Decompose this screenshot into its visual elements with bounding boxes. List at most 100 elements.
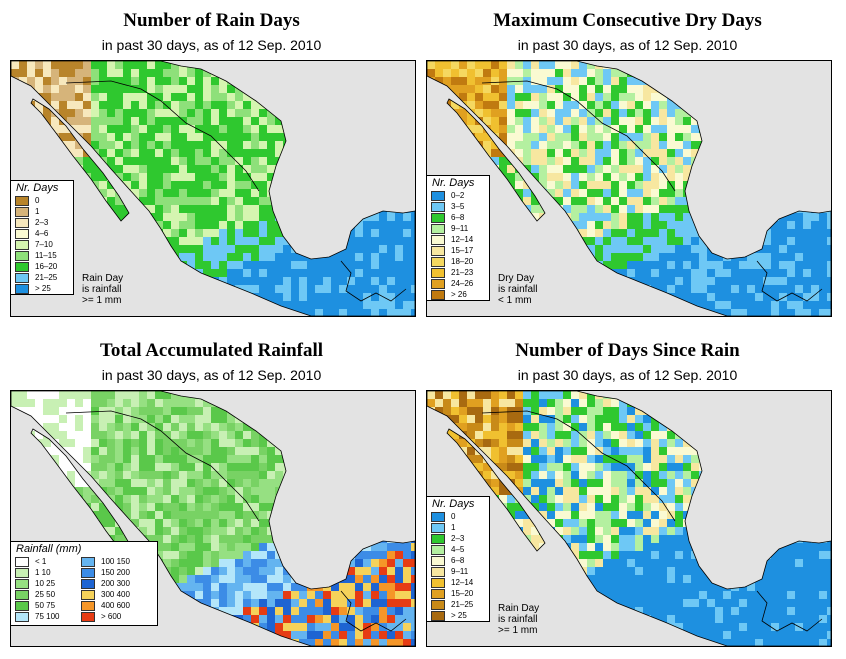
legend-swatch (15, 218, 29, 228)
legend-item: 12–14 (427, 234, 489, 245)
legend-swatch (15, 262, 29, 272)
legend-label: 2–3 (451, 534, 464, 544)
legend-label: 0 (451, 512, 455, 522)
panel-rain-days: Number of Rain Days in past 30 days, as … (0, 0, 423, 329)
legend-item: 4–6 (11, 228, 73, 239)
legend-label: 1 10 (35, 568, 81, 578)
legend-swatch (15, 612, 29, 622)
panel-total-rainfall: Total Accumulated Rainfall in past 30 da… (0, 330, 423, 659)
legend-swatch (81, 568, 95, 578)
legend-item: > 25 (427, 610, 489, 621)
legend-swatch (431, 279, 445, 289)
legend-title: Nr. Days (11, 181, 73, 195)
legend-item: 21–25 (11, 272, 73, 283)
legend-swatch (431, 235, 445, 245)
legend-label: 4–6 (35, 229, 48, 239)
legend-swatch (431, 589, 445, 599)
legend-label: 11–15 (35, 251, 57, 261)
legend-swatch (431, 290, 445, 300)
legend-item: 6–8 (427, 212, 489, 223)
legend-swatch (431, 512, 445, 522)
legend-label: 2–3 (35, 218, 48, 228)
legend-swatch (81, 590, 95, 600)
legend-item: 9–11 (427, 566, 489, 577)
legend-swatch (15, 207, 29, 217)
legend-label: 12–14 (451, 235, 473, 245)
legend-swatch (81, 557, 95, 567)
legend-item: 100 150 (81, 556, 147, 567)
rain-day-note: Rain Day is rainfall >= 1 mm (498, 603, 539, 636)
legend-swatch (15, 568, 29, 578)
legend-swatch (15, 229, 29, 239)
legend-swatch (431, 246, 445, 256)
legend-item: 150 200 (81, 567, 147, 578)
dry-day-note: Dry Day is rainfall < 1 mm (498, 273, 537, 306)
legend-label: > 600 (101, 612, 147, 622)
legend-label: 12–14 (451, 578, 473, 588)
legend-label: 10 25 (35, 579, 81, 589)
note-line: is rainfall (82, 284, 123, 295)
legend-label: 400 600 (101, 601, 147, 611)
legend-item: 2–3 (11, 217, 73, 228)
legend-title: Nr. Days (427, 176, 489, 190)
legend-label: > 26 (451, 290, 467, 300)
note-line: < 1 mm (498, 295, 537, 306)
legend-item: 18–20 (427, 256, 489, 267)
legend-item: 3–5 (427, 201, 489, 212)
legend-item: 0 (11, 195, 73, 206)
legend-item: 1 (11, 206, 73, 217)
legend-label: 1 (451, 523, 455, 533)
legend-item: 200 300 (81, 578, 147, 589)
legend-label: 6–8 (451, 213, 464, 223)
legend-swatch (15, 196, 29, 206)
legend-swatch (431, 268, 445, 278)
legend-swatch (15, 251, 29, 261)
legend-item: > 25 (11, 283, 73, 294)
legend-swatch (81, 612, 95, 622)
legend-label: 21–23 (451, 268, 473, 278)
panel-title: Maximum Consecutive Dry Days (416, 10, 839, 32)
legend-label: 9–11 (451, 567, 468, 577)
legend-label: 3–5 (451, 202, 464, 212)
legend-label: 24–26 (451, 279, 473, 289)
legend-swatch (15, 284, 29, 294)
legend-swatch (81, 579, 95, 589)
legend-label: 21–25 (451, 600, 473, 610)
legend-swatch (15, 590, 29, 600)
legend-swatch (15, 579, 29, 589)
note-line: Dry Day (498, 273, 537, 284)
legend-title: Nr. Days (427, 497, 489, 511)
legend-item: 12–14 (427, 577, 489, 588)
legend-item: 15–17 (427, 245, 489, 256)
legend-item: > 600 (81, 611, 147, 622)
legend-swatch (431, 534, 445, 544)
panel-title: Total Accumulated Rainfall (0, 340, 423, 362)
legend-item: < 1 (15, 556, 81, 567)
legend-swatch (431, 202, 445, 212)
legend-item: 15–20 (427, 588, 489, 599)
legend-label: 25 50 (35, 590, 81, 600)
legend-label: 75 100 (35, 612, 81, 622)
legend-item: 21–23 (427, 267, 489, 278)
legend-label: > 25 (35, 284, 51, 294)
note-line: >= 1 mm (82, 295, 123, 306)
legend-swatch (15, 601, 29, 611)
legend-swatch (431, 224, 445, 234)
panel-dry-days: Maximum Consecutive Dry Days in past 30 … (416, 0, 839, 329)
legend-label: 15–17 (451, 246, 473, 256)
legend-swatch (431, 600, 445, 610)
legend-label: 300 400 (101, 590, 147, 600)
legend-swatch (15, 557, 29, 567)
legend-swatch (431, 523, 445, 533)
legend-item: 75 100 (15, 611, 81, 622)
legend-swatch (431, 257, 445, 267)
legend-label: > 25 (451, 611, 467, 621)
note-line: is rainfall (498, 614, 539, 625)
legend-item: 25 50 (15, 589, 81, 600)
legend-item: 21–25 (427, 599, 489, 610)
note-line: Rain Day (82, 273, 123, 284)
legend-label: 1 (35, 207, 39, 217)
